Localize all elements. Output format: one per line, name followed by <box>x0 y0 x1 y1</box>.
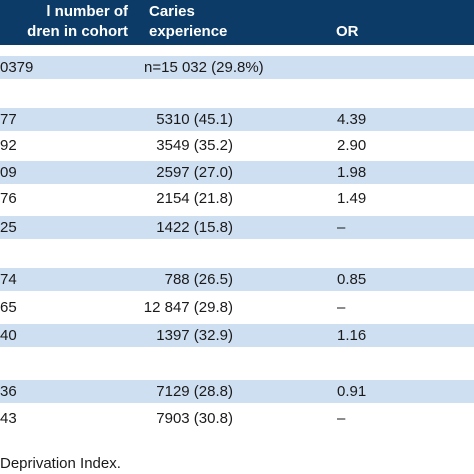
cell-caries: 5310 (45.1) <box>156 111 233 128</box>
header-total-children-line2: dren in cohort <box>27 23 128 40</box>
cell-caries: 2597 (27.0) <box>156 164 233 181</box>
cell-total: 77 <box>0 111 17 128</box>
cell-total: 0379 <box>0 59 34 76</box>
cell-or: 0.85 <box>337 271 367 288</box>
cell-or: 1.49 <box>337 190 367 207</box>
cell-caries: 7903 (30.8) <box>156 410 233 427</box>
table-row: 09 2597 (27.0) 1.98 <box>0 161 474 184</box>
table-row: 76 2154 (21.8) 1.49 <box>0 187 474 210</box>
cell-total: 74 <box>0 271 17 288</box>
cell-caries: 788 (26.5) <box>164 271 233 288</box>
header-caries-experience: Caries experience <box>149 2 227 42</box>
cell-total: 09 <box>0 164 17 181</box>
table-row: 36 7129 (28.8) 0.91 <box>0 380 474 403</box>
table-row: 92 3549 (35.2) 2.90 <box>0 134 474 157</box>
header-total-children-line1: l number of <box>46 3 128 20</box>
header-total-children: l number of dren in cohort <box>0 2 128 42</box>
cell-caries: 2154 (21.8) <box>156 190 233 207</box>
cell-total: 36 <box>0 383 17 400</box>
header-or: OR <box>336 23 359 40</box>
table-row: 65 12 847 (29.8) – <box>0 296 474 319</box>
cell-or: – <box>337 410 346 427</box>
cell-caries: 1422 (15.8) <box>156 219 233 236</box>
cell-total: 65 <box>0 299 17 316</box>
cell-total: 43 <box>0 410 17 427</box>
cell-total: 40 <box>0 327 17 344</box>
cell-caries: 7129 (28.8) <box>156 383 233 400</box>
table-row: 77 5310 (45.1) 4.39 <box>0 108 474 131</box>
table-row: 43 7903 (30.8) – <box>0 407 474 430</box>
cell-total: 92 <box>0 137 17 154</box>
cell-or: 0.91 <box>337 383 367 400</box>
table-row: 0379 n=15 032 (29.8%) <box>0 56 474 79</box>
cell-or: 1.16 <box>337 327 367 344</box>
table-row <box>0 79 474 104</box>
cell-caries: 12 847 (29.8) <box>143 299 233 316</box>
cell-total: 25 <box>0 219 17 236</box>
cell-or: 4.39 <box>337 111 367 128</box>
cell-or: 2.90 <box>337 137 367 154</box>
header-caries-line1: Caries <box>149 3 195 20</box>
table-footnote: Deprivation Index. <box>0 455 121 472</box>
header-caries-line2: experience <box>149 23 228 40</box>
table-row: 74 788 (26.5) 0.85 <box>0 268 474 291</box>
cell-or: – <box>337 219 346 236</box>
table-header: l number of dren in cohort Caries experi… <box>0 0 474 45</box>
table-row <box>0 350 474 377</box>
cell-or: – <box>337 299 346 316</box>
cell-total: 76 <box>0 190 17 207</box>
cell-or: 1.98 <box>337 164 367 181</box>
cell-caries: 1397 (32.9) <box>156 327 233 344</box>
table-row <box>0 240 474 265</box>
table-row: 25 1422 (15.8) – <box>0 216 474 239</box>
cell-caries: 3549 (35.2) <box>156 137 233 154</box>
table-row: 40 1397 (32.9) 1.16 <box>0 324 474 347</box>
cell-caries: n=15 032 (29.8%) <box>144 59 264 76</box>
